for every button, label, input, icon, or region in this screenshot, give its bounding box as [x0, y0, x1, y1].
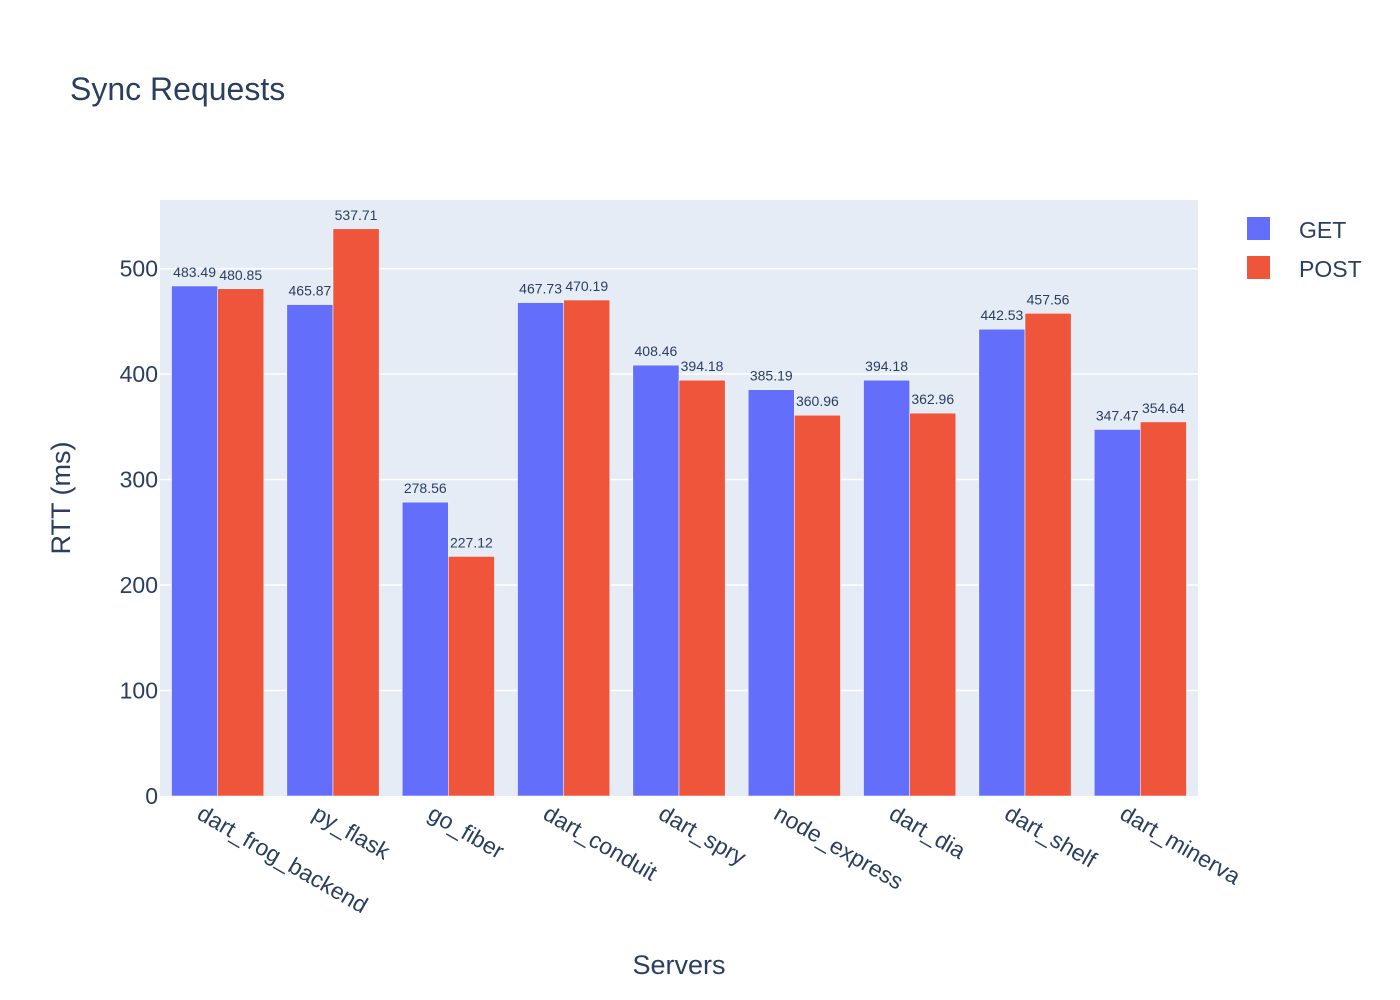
bar-value-label: 347.47 [1096, 407, 1139, 423]
data-labels: 483.49 480.85 465.87 537.71 278.56 227.12 467.… [173, 207, 1185, 551]
y-tick-label: 0 [145, 783, 158, 809]
bar-get-go-fiber [401, 501, 449, 797]
bar-get-dart-spry [632, 364, 680, 797]
y-tick-label: 500 [120, 256, 158, 282]
x-axis-title: Servers [632, 950, 725, 980]
legend: GET POST [1247, 217, 1362, 282]
y-tick-label: 300 [120, 467, 158, 493]
y-tick-label: 400 [120, 361, 158, 387]
y-axis-title: RTT (ms) [46, 442, 76, 555]
bar-post-dart-shelf [1024, 313, 1072, 797]
bar-post-dart-dia [909, 412, 957, 797]
x-tick-label: dart_spry [655, 800, 751, 871]
bar-get-dart-dia [863, 379, 910, 797]
x-tick-label: dart_dia [885, 800, 970, 864]
bar-get-py-flask [286, 304, 334, 797]
bar-post-dart-frog-backend [217, 288, 265, 797]
bar-value-label: 385.19 [750, 368, 793, 384]
legend-swatch-get [1247, 217, 1270, 240]
bar-value-label: 227.12 [450, 534, 493, 550]
bar-post-py-flask [332, 228, 380, 797]
bar-value-label: 278.56 [404, 480, 447, 496]
x-tick-label: dart_minerva [1116, 800, 1245, 890]
bar-value-label: 465.87 [289, 283, 332, 299]
bar-get-dart-conduit [517, 302, 564, 797]
y-tick-label: 200 [120, 572, 158, 598]
x-tick-label: dart_shelf [1001, 800, 1102, 873]
bar-post-node-express [794, 414, 841, 797]
bar-value-label: 442.53 [981, 307, 1024, 323]
bar-get-node-express [747, 389, 795, 797]
x-tick-label: node_express [770, 800, 908, 895]
chart-title: Sync Requests [70, 71, 285, 107]
legend-label-get: GET [1299, 217, 1346, 243]
legend-swatch-post [1247, 256, 1270, 279]
bar-post-dart-spry [678, 379, 726, 797]
x-tick-label: py_flask [309, 800, 396, 865]
bar-post-go-fiber [448, 556, 495, 797]
x-tick-label: go_fiber [424, 800, 509, 864]
bars [171, 228, 1187, 797]
bar-value-label: 354.64 [1142, 400, 1185, 416]
bar-get-dart-minerva [1093, 429, 1141, 797]
bar-value-label: 362.96 [911, 391, 954, 407]
bar-get-dart-frog-backend [171, 285, 218, 797]
y-axis-ticks: 0 100 200 300 400 500 [120, 256, 158, 809]
legend-label-post: POST [1299, 256, 1362, 282]
x-tick-label: dart_conduit [539, 800, 662, 886]
bar-value-label: 394.18 [681, 358, 724, 374]
bar-value-label: 408.46 [635, 343, 678, 359]
bar-value-label: 457.56 [1027, 291, 1070, 307]
bar-value-label: 480.85 [219, 267, 262, 283]
bar-post-dart-minerva [1140, 421, 1187, 797]
bar-value-label: 537.71 [335, 207, 378, 223]
bar-get-dart-shelf [978, 328, 1026, 797]
bar-value-label: 470.19 [565, 278, 608, 294]
y-tick-label: 100 [120, 678, 158, 704]
bar-value-label: 467.73 [519, 281, 562, 297]
bar-value-label: 483.49 [173, 264, 216, 280]
bar-post-dart-conduit [563, 299, 611, 797]
bar-value-label: 394.18 [865, 358, 908, 374]
bar-value-label: 360.96 [796, 393, 839, 409]
